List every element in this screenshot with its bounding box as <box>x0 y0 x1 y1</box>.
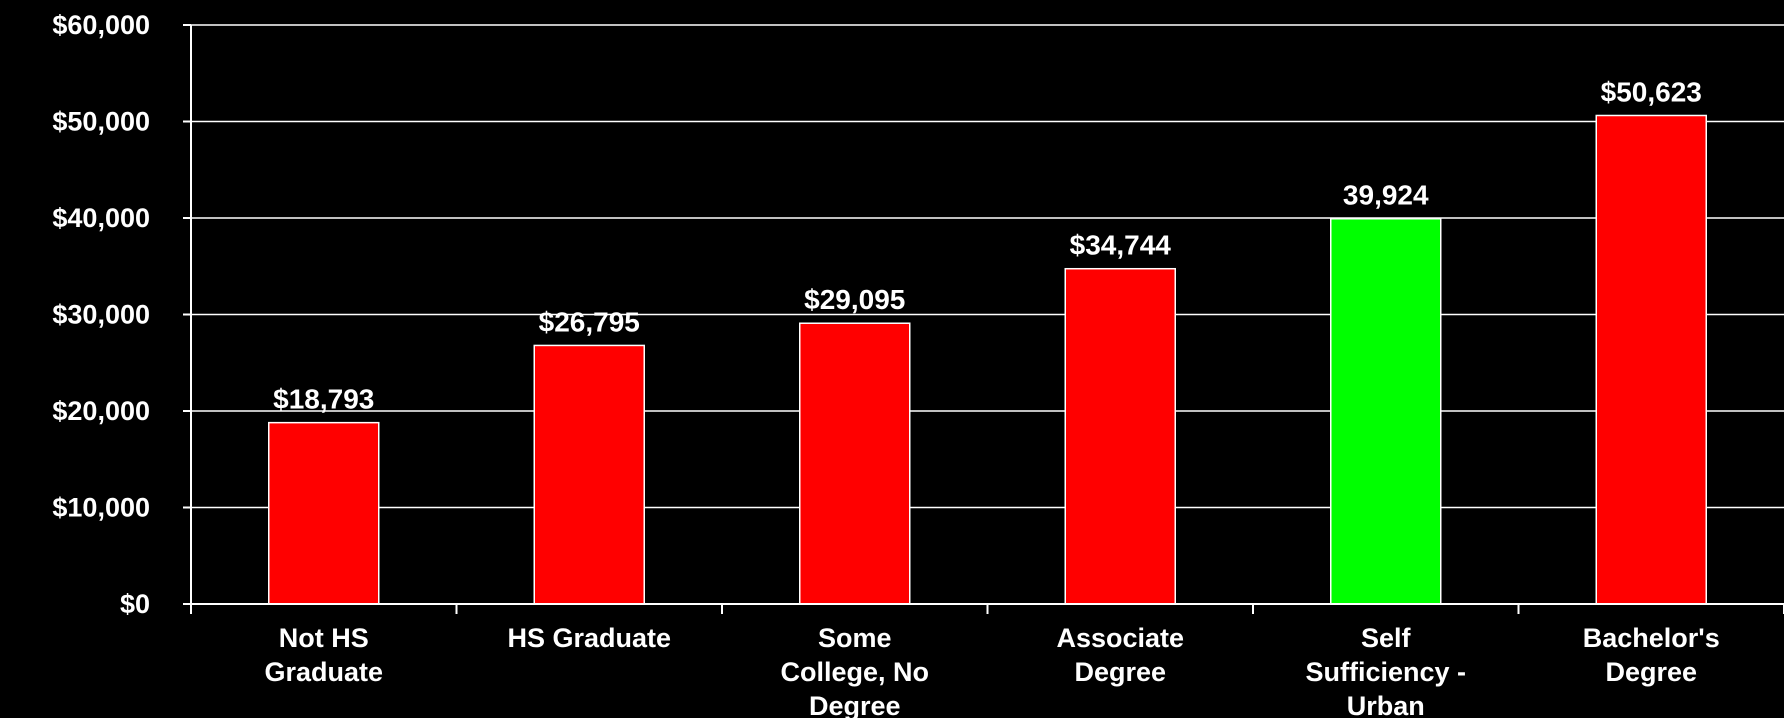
bar <box>533 344 645 605</box>
x-category-label: Self <box>1361 623 1412 653</box>
x-category-label: Degree <box>1605 657 1697 687</box>
data-label: $29,095 <box>804 284 905 315</box>
x-category-label: Urban <box>1347 691 1425 718</box>
bar <box>1330 217 1442 605</box>
bar <box>268 421 380 605</box>
bar <box>1595 114 1707 605</box>
y-tick-label: $40,000 <box>52 203 150 233</box>
bars <box>268 114 1707 605</box>
x-category-label: Degree <box>809 691 901 718</box>
data-label: $18,793 <box>273 384 374 415</box>
y-tick-label: $60,000 <box>52 10 150 40</box>
bar <box>799 322 911 605</box>
y-tick-label: $20,000 <box>52 396 150 426</box>
y-axis-tick-labels: $0 $10,000 $20,000 $30,000 $40,000 $50,000 $60… <box>52 10 150 619</box>
x-category-label: College, No <box>780 657 929 687</box>
x-category-label: Associate <box>1056 623 1184 653</box>
y-tick-label: $10,000 <box>52 493 150 523</box>
data-label: $50,623 <box>1601 76 1702 107</box>
x-category-label: Degree <box>1074 657 1166 687</box>
x-axis-category-labels: Not HS Graduate HS Graduate Some College, No… <box>264 623 1719 718</box>
y-tick-label: $50,000 <box>52 107 150 137</box>
bar <box>1064 267 1176 605</box>
y-tick-label: $0 <box>120 589 150 619</box>
x-category-label: Some <box>818 623 892 653</box>
gridlines <box>191 24 1784 509</box>
x-category-label: Bachelor's <box>1583 623 1720 653</box>
x-category-label: Sufficiency - <box>1305 657 1466 687</box>
x-category-label: Graduate <box>264 657 383 687</box>
data-label: $26,795 <box>539 306 640 337</box>
y-tick-label: $30,000 <box>52 300 150 330</box>
data-label: 39,924 <box>1343 180 1429 211</box>
x-category-label: Not HS <box>279 623 369 653</box>
data-label: $34,744 <box>1070 230 1172 261</box>
data-labels: $18,793 $26,795 $29,095 $34,744 39,924 $50,62… <box>273 76 1702 414</box>
axes <box>183 24 1784 614</box>
x-category-label: HS Graduate <box>507 623 671 653</box>
